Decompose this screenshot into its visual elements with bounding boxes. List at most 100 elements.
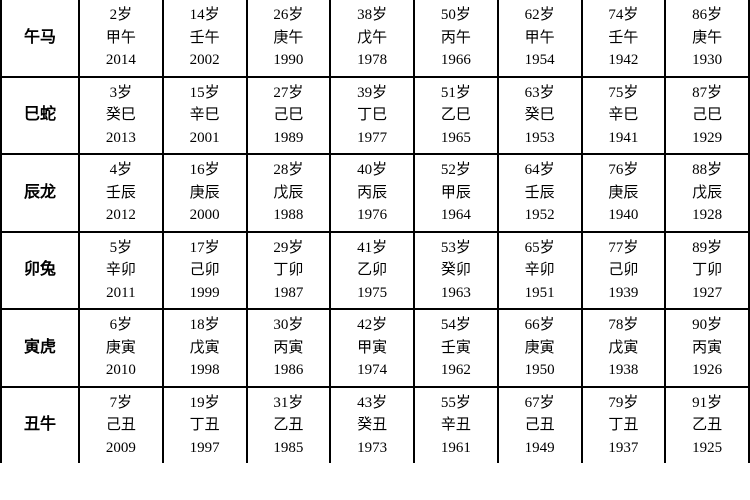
age-value: 54岁: [415, 314, 497, 337]
data-cell: 63岁癸巳1953: [498, 77, 582, 155]
ganzhi-value: 丙寅: [248, 337, 330, 360]
year-value: 1927: [666, 282, 748, 305]
year-value: 1930: [666, 49, 748, 72]
data-cell: 7岁己丑2009: [79, 387, 163, 464]
ganzhi-value: 壬午: [164, 27, 246, 50]
data-cell: 18岁戊寅1998: [163, 309, 247, 387]
ganzhi-value: 乙丑: [248, 414, 330, 437]
ganzhi-value: 戊寅: [583, 337, 665, 360]
data-cell: 31岁乙丑1985: [247, 387, 331, 464]
year-value: 1975: [331, 282, 413, 305]
age-value: 15岁: [164, 82, 246, 105]
zodiac-label: 丑牛: [1, 387, 79, 464]
ganzhi-value: 庚寅: [80, 337, 162, 360]
age-value: 16岁: [164, 159, 246, 182]
year-value: 1990: [248, 49, 330, 72]
data-cell: 50岁丙午1966: [414, 0, 498, 77]
zodiac-age-table: 午马2岁甲午201414岁壬午200226岁庚午199038岁戊午197850岁…: [0, 0, 750, 463]
table-row: 寅虎6岁庚寅201018岁戊寅199830岁丙寅198642岁甲寅197454岁…: [1, 309, 749, 387]
data-cell: 78岁戊寅1938: [582, 309, 666, 387]
age-value: 63岁: [499, 82, 581, 105]
year-value: 1998: [164, 359, 246, 382]
year-value: 1965: [415, 127, 497, 150]
age-value: 74岁: [583, 4, 665, 27]
zodiac-label: 寅虎: [1, 309, 79, 387]
data-cell: 26岁庚午1990: [247, 0, 331, 77]
data-cell: 90岁丙寅1926: [665, 309, 749, 387]
year-value: 1937: [583, 437, 665, 460]
data-cell: 17岁己卯1999: [163, 232, 247, 310]
age-value: 4岁: [80, 159, 162, 182]
zodiac-label: 辰龙: [1, 154, 79, 232]
year-value: 1999: [164, 282, 246, 305]
year-value: 1961: [415, 437, 497, 460]
ganzhi-value: 己巳: [666, 104, 748, 127]
table-row: 丑牛7岁己丑200919岁丁丑199731岁乙丑198543岁癸丑197355岁…: [1, 387, 749, 464]
zodiac-label: 午马: [1, 0, 79, 77]
age-value: 29岁: [248, 237, 330, 260]
ganzhi-value: 丁丑: [164, 414, 246, 437]
ganzhi-value: 庚午: [666, 27, 748, 50]
ganzhi-value: 丙午: [415, 27, 497, 50]
data-cell: 38岁戊午1978: [330, 0, 414, 77]
age-value: 38岁: [331, 4, 413, 27]
ganzhi-value: 己卯: [164, 259, 246, 282]
year-value: 1973: [331, 437, 413, 460]
age-value: 51岁: [415, 82, 497, 105]
year-value: 1950: [499, 359, 581, 382]
age-value: 42岁: [331, 314, 413, 337]
data-cell: 64岁壬辰1952: [498, 154, 582, 232]
data-cell: 27岁己巳1989: [247, 77, 331, 155]
year-value: 1964: [415, 204, 497, 227]
data-cell: 5岁辛卯2011: [79, 232, 163, 310]
table-row: 午马2岁甲午201414岁壬午200226岁庚午199038岁戊午197850岁…: [1, 0, 749, 77]
year-value: 1962: [415, 359, 497, 382]
age-value: 65岁: [499, 237, 581, 260]
data-cell: 40岁丙辰1976: [330, 154, 414, 232]
age-value: 30岁: [248, 314, 330, 337]
table-row: 卯兔5岁辛卯201117岁己卯199929岁丁卯198741岁乙卯197553岁…: [1, 232, 749, 310]
ganzhi-value: 戊午: [331, 27, 413, 50]
age-value: 91岁: [666, 392, 748, 415]
year-value: 2013: [80, 127, 162, 150]
data-cell: 62岁甲午1954: [498, 0, 582, 77]
data-cell: 91岁乙丑1925: [665, 387, 749, 464]
year-value: 2010: [80, 359, 162, 382]
year-value: 1966: [415, 49, 497, 72]
year-value: 2014: [80, 49, 162, 72]
age-value: 14岁: [164, 4, 246, 27]
year-value: 2011: [80, 282, 162, 305]
data-cell: 86岁庚午1930: [665, 0, 749, 77]
age-value: 52岁: [415, 159, 497, 182]
age-value: 18岁: [164, 314, 246, 337]
age-value: 6岁: [80, 314, 162, 337]
ganzhi-value: 己巳: [248, 104, 330, 127]
ganzhi-value: 庚辰: [164, 182, 246, 205]
zodiac-label: 卯兔: [1, 232, 79, 310]
ganzhi-value: 乙卯: [331, 259, 413, 282]
age-value: 19岁: [164, 392, 246, 415]
data-cell: 65岁辛卯1951: [498, 232, 582, 310]
year-value: 1977: [331, 127, 413, 150]
ganzhi-value: 辛卯: [499, 259, 581, 282]
year-value: 2009: [80, 437, 162, 460]
age-value: 64岁: [499, 159, 581, 182]
ganzhi-value: 丁丑: [583, 414, 665, 437]
data-cell: 53岁癸卯1963: [414, 232, 498, 310]
year-value: 1963: [415, 282, 497, 305]
age-value: 2岁: [80, 4, 162, 27]
data-cell: 28岁戊辰1988: [247, 154, 331, 232]
age-value: 26岁: [248, 4, 330, 27]
ganzhi-value: 甲午: [80, 27, 162, 50]
year-value: 1988: [248, 204, 330, 227]
table-row: 巳蛇3岁癸巳201315岁辛巳200127岁己巳198939岁丁巳197751岁…: [1, 77, 749, 155]
age-value: 55岁: [415, 392, 497, 415]
year-value: 1941: [583, 127, 665, 150]
year-value: 1952: [499, 204, 581, 227]
year-value: 1925: [666, 437, 748, 460]
ganzhi-value: 丁卯: [248, 259, 330, 282]
data-cell: 16岁庚辰2000: [163, 154, 247, 232]
year-value: 1942: [583, 49, 665, 72]
ganzhi-value: 丁巳: [331, 104, 413, 127]
data-cell: 30岁丙寅1986: [247, 309, 331, 387]
